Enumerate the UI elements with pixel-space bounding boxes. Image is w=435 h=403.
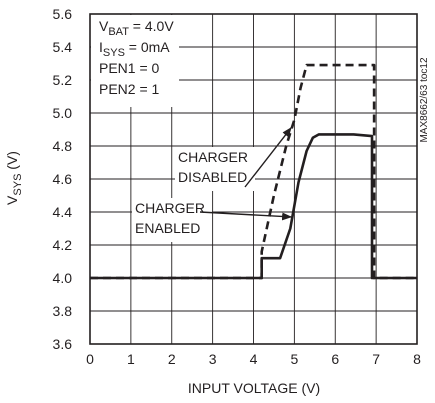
y-axis-label-subscript: SYS (12, 174, 24, 196)
y-tick-label: 3.8 (53, 303, 73, 319)
annotation-arrow (199, 211, 293, 221)
condition-subscript: BAT (108, 26, 129, 38)
series-label: CHARGER (178, 149, 248, 165)
y-axis-label-suffix: (V) (4, 151, 20, 174)
condition-line: ISYS = 0mA (99, 39, 170, 59)
annotation-background (132, 198, 212, 242)
condition-subscript: SYS (103, 47, 125, 59)
series-label: ENABLED (135, 220, 200, 236)
y-tick-label: 5.4 (53, 39, 73, 55)
series-lines (90, 63, 417, 280)
y-axis-label: VSYS (V) (4, 151, 24, 205)
y-tick-label: 4.4 (53, 204, 73, 220)
x-tick-label: 6 (331, 351, 339, 367)
condition-line: PEN2 = 1 (99, 81, 160, 97)
y-tick-label: 4.8 (53, 138, 73, 154)
x-tick-label: 7 (372, 351, 380, 367)
y-axis-label-main: V (4, 195, 20, 205)
condition-main: PEN1 = 0 (99, 60, 160, 76)
y-tick-label: 4.2 (53, 237, 73, 253)
y-tick-label: 5.6 (53, 6, 73, 22)
x-tick-label: 1 (127, 351, 135, 367)
y-tick-label: 5.0 (53, 105, 73, 121)
x-tick-label: 3 (209, 351, 217, 367)
condition-rest: = 0mA (125, 39, 170, 55)
annotations: CHARGER DISABLED CHARGER ENABLED (132, 127, 293, 242)
plot-frame (89, 13, 418, 345)
tick-labels: 0 1 2 3 4 5 6 7 8 3.6 3.8 4.0 4.2 4.4 4.6 4.8 5.0 5.2 5.4 5… (53, 6, 422, 367)
condition-main: I (99, 39, 103, 55)
x-tick-label: 2 (168, 351, 176, 367)
side-note: MAX8662/63 toc12 (419, 57, 430, 142)
condition-rest: = 4.0V (129, 18, 174, 34)
annotation-background (175, 147, 255, 191)
condition-main: V (99, 18, 109, 34)
condition-line: VBAT = 4.0V (99, 18, 174, 38)
series-line-charger-enabled (90, 133, 417, 280)
series-label: DISABLED (178, 169, 247, 185)
x-tick-label: 0 (86, 351, 94, 367)
annotation-arrow (244, 127, 292, 188)
x-tick-label: 4 (250, 351, 258, 367)
y-tick-label: 4.6 (53, 171, 73, 187)
y-tick-label: 5.2 (53, 72, 73, 88)
conditions-background (91, 15, 179, 107)
series-label: CHARGER (135, 200, 205, 216)
x-tick-label: 5 (290, 351, 298, 367)
condition-line: PEN1 = 0 (99, 60, 160, 76)
y-tick-label: 3.6 (53, 336, 73, 352)
x-axis-label: INPUT VOLTAGE (V) (188, 380, 320, 396)
x-tick-label: 8 (413, 351, 421, 367)
condition-main: PEN2 = 1 (99, 81, 160, 97)
y-tick-label: 4.0 (53, 270, 73, 286)
